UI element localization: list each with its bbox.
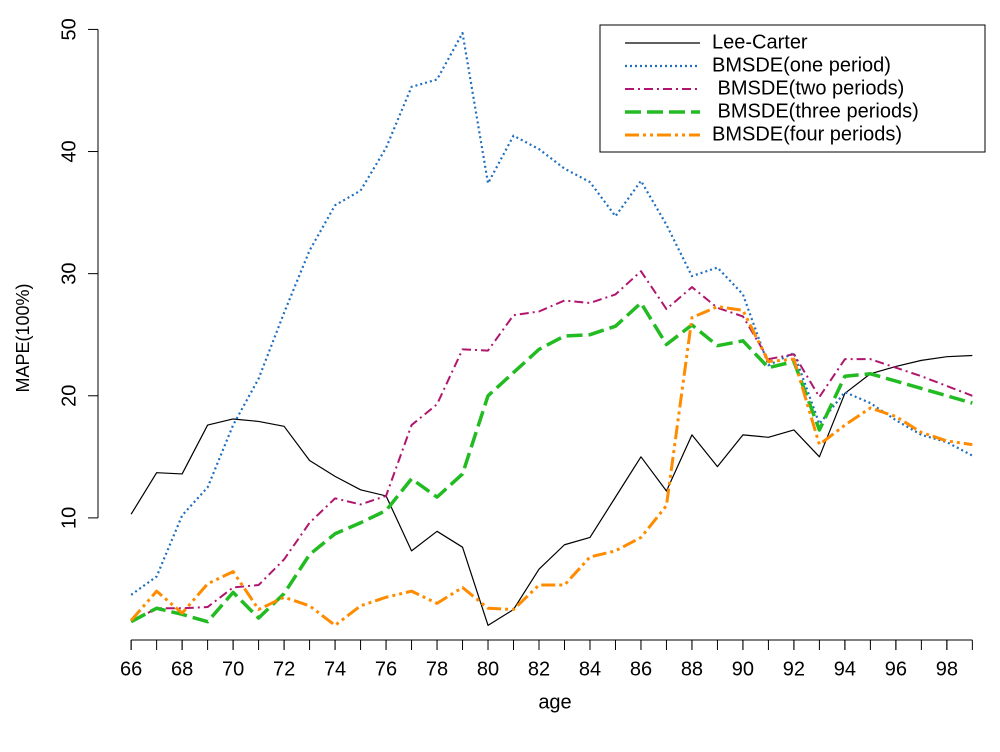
x-tick-label: 80 [477,658,499,680]
x-tick-label: 70 [222,658,244,680]
legend-label: BMSDE(three periods) [712,100,919,122]
x-tick-label: 86 [630,658,652,680]
x-tick-label: 66 [120,658,142,680]
x-tick-label: 92 [783,658,805,680]
series-line [130,270,973,623]
x-tick-label: 88 [681,658,703,680]
legend-label: BMSDE(two periods) [712,77,904,99]
x-axis-label: age [538,691,571,713]
y-tick-label: 40 [58,140,80,162]
y-tick-label: 30 [58,263,80,285]
series-line [130,301,973,624]
y-tick-label: 10 [58,507,80,529]
y-axis-label: MAPE(100%) [13,283,33,392]
x-tick-label: 74 [324,658,346,680]
x-tick-label: 90 [732,658,754,680]
x-tick-label: 72 [273,658,295,680]
x-tick-label: 84 [579,658,601,680]
series-line [130,31,973,596]
x-tick-label: 78 [426,658,448,680]
x-tick-label: 96 [885,658,907,680]
x-tick-label: 94 [834,658,856,680]
legend-label: BMSDE(one period) [712,54,891,76]
y-tick-label: 20 [58,385,80,407]
legend-label: Lee-Carter [712,31,808,53]
legend-label: BMSDE(four periods) [712,123,902,145]
y-tick-label: 50 [58,18,80,40]
x-tick-label: 68 [171,658,193,680]
x-tick-label: 76 [375,658,397,680]
x-tick-label: 98 [936,658,958,680]
series-line [130,305,973,627]
x-tick-label: 82 [528,658,550,680]
series-line [130,354,973,626]
